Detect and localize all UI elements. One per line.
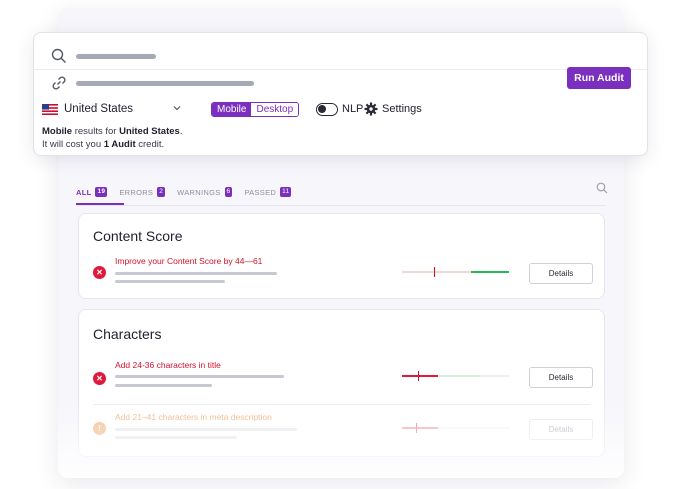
search-icon: [51, 48, 66, 63]
issue-title: Add 21–41 characters in meta description: [115, 412, 272, 422]
error-icon: ✕: [93, 266, 106, 279]
warning-icon: !: [93, 422, 106, 435]
tab-passed-count: 11: [280, 187, 292, 197]
tab-passed-label: PASSED: [244, 187, 277, 197]
placeholder-line: [115, 436, 237, 439]
tab-errors-count: 2: [157, 187, 166, 197]
note-cost-prefix: It will cost you: [42, 139, 104, 150]
tab-all-label: ALL: [76, 187, 92, 197]
keyword-input[interactable]: [76, 54, 156, 59]
error-icon: ✕: [93, 372, 106, 385]
nlp-label: NLP: [342, 103, 364, 115]
placeholder-line: [115, 272, 277, 275]
issue-title: Improve your Content Score by 44—61: [115, 256, 263, 266]
keyword-row[interactable]: [34, 43, 647, 70]
search-icon[interactable]: [596, 182, 608, 194]
tab-warnings-label: WARNINGS: [177, 187, 221, 197]
run-audit-button[interactable]: Run Audit: [567, 67, 631, 89]
link-icon: [52, 76, 66, 90]
note-country: United States: [119, 126, 180, 137]
placeholder-line: [115, 280, 225, 283]
placeholder-line: [115, 384, 212, 387]
score-meter: [402, 423, 509, 433]
filter-tabs: ALL 19 ERRORS 2 WARNINGS 6 PASSED 11: [76, 184, 292, 200]
tab-errors[interactable]: ERRORS 2: [119, 184, 166, 200]
note-results-for: results for: [72, 126, 120, 137]
audit-options: United States Mobile Desktop NLP Setting…: [42, 101, 632, 119]
section-card-characters: Characters ✕ Add 24-36 characters in tit…: [78, 309, 605, 457]
issue-row: ✕ Add 24-36 characters in title Details: [93, 360, 593, 396]
note-cost-amount: 1 Audit: [103, 139, 136, 150]
issue-row: ! Add 21–41 characters in meta descripti…: [93, 412, 593, 448]
placeholder-line: [115, 375, 284, 378]
section-card-content-score: Content Score ✕ Improve your Content Sco…: [78, 213, 605, 299]
device-option-mobile[interactable]: Mobile: [212, 103, 252, 116]
device-toggle: Mobile Desktop: [211, 102, 300, 117]
details-button[interactable]: Details: [529, 263, 593, 284]
score-meter: [402, 267, 509, 277]
score-meter: [402, 371, 509, 381]
chevron-down-icon[interactable]: [172, 103, 182, 113]
active-tab-indicator: [76, 203, 124, 205]
section-title: Content Score: [93, 228, 183, 244]
settings-link[interactable]: Settings: [382, 103, 422, 115]
country-select[interactable]: United States: [64, 103, 134, 115]
note-cost-suffix: credit.: [135, 139, 165, 150]
tab-warnings-count: 6: [224, 187, 233, 197]
details-button[interactable]: Details: [529, 367, 593, 388]
tabs-divider: [76, 205, 606, 206]
us-flag-icon: [42, 104, 58, 115]
tab-all-count: 19: [95, 187, 108, 197]
tab-errors-label: ERRORS: [119, 187, 154, 197]
gear-icon[interactable]: [364, 102, 378, 116]
issue-divider: [93, 404, 590, 405]
issue-row: ✕ Improve your Content Score by 44—61 De…: [93, 256, 593, 292]
placeholder-line: [115, 428, 297, 431]
tab-passed[interactable]: PASSED 11: [244, 184, 292, 200]
note-period: .: [179, 126, 183, 137]
nlp-toggle[interactable]: [316, 103, 338, 116]
tab-all[interactable]: ALL 19: [76, 184, 108, 200]
search-panel: Run Audit United States Mobile Desktop N…: [33, 32, 648, 156]
device-option-desktop[interactable]: Desktop: [251, 103, 299, 116]
issue-title: Add 24-36 characters in title: [115, 360, 221, 370]
section-title: Characters: [93, 326, 162, 342]
details-button[interactable]: Details: [529, 419, 593, 440]
url-input[interactable]: [76, 81, 254, 86]
note-device: Mobile: [42, 126, 73, 137]
audit-cost-note: Mobile results for United States. It wil…: [42, 125, 182, 151]
tab-warnings[interactable]: WARNINGS 6: [177, 184, 233, 200]
url-row[interactable]: [34, 70, 647, 97]
